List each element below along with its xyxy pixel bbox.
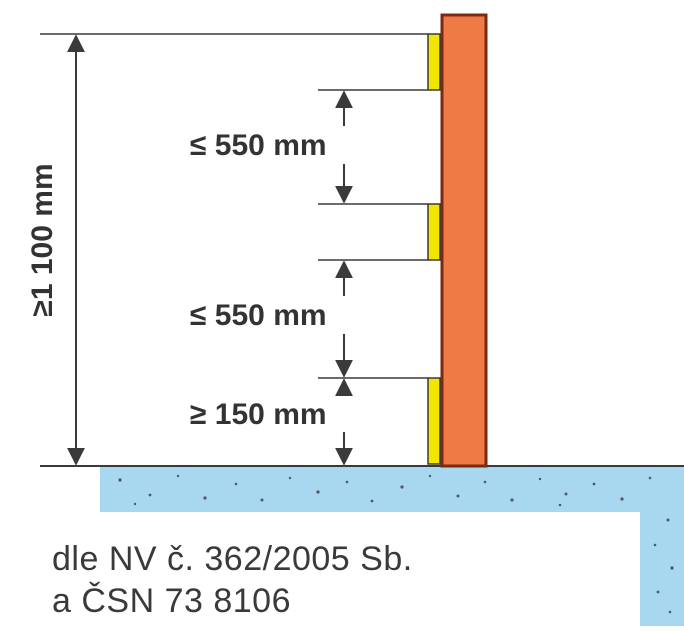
top-rail (427, 33, 441, 91)
floor-slab (40, 465, 684, 626)
middle-rail (427, 203, 441, 261)
middle-gap-label: ≤ 550 mm (190, 299, 327, 332)
toe-board (427, 377, 441, 465)
extension-lines (40, 33, 428, 379)
total-height-label: ≥1 100 mm (26, 163, 59, 316)
railing-rails (427, 33, 441, 465)
caption-regulation: dle NV č. 362/2005 Sb. (52, 540, 413, 578)
railing-post (440, 13, 488, 468)
caption-standard: a ČSN 73 8106 (52, 582, 291, 620)
toe-board-label: ≥ 150 mm (190, 398, 327, 431)
upper-gap-label: ≤ 550 mm (190, 129, 327, 162)
